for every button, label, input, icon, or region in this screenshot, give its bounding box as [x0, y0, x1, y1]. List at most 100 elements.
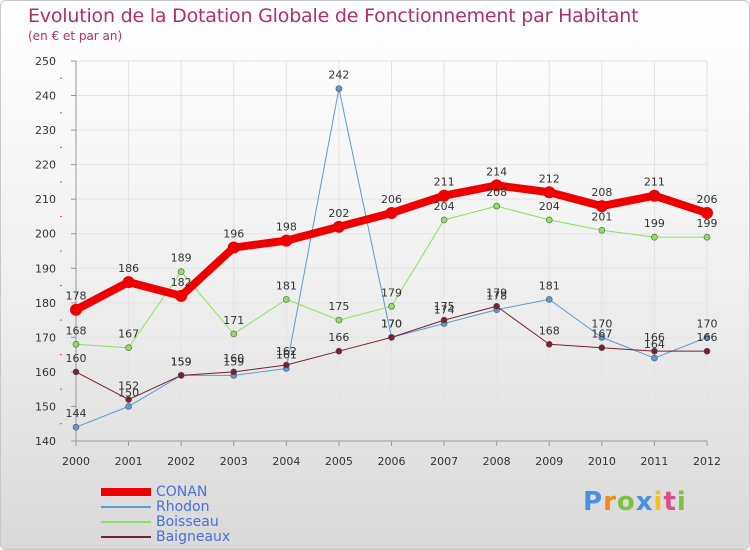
x-tick-label-2004: 2004 [272, 455, 300, 468]
point-baigneaux-2010 [598, 344, 606, 352]
point-boisseau-2001 [125, 344, 132, 352]
point-rhodon-2000 [72, 423, 80, 431]
x-tick-label-2009: 2009 [535, 455, 563, 468]
point-baigneaux-2006 [388, 334, 395, 341]
point-baigneaux-2002 [177, 372, 185, 379]
data-label-conan-2009: 212 [539, 172, 560, 185]
data-label-rhodon-2006: 170 [381, 317, 402, 330]
data-label-baigneaux-2012: 166 [697, 331, 718, 344]
y-tick-label-160: 160 [35, 366, 56, 379]
point-boisseau-2010 [598, 226, 606, 234]
data-label-boisseau-2010: 201 [591, 210, 612, 223]
data-label-baigneaux-2002: 159 [171, 355, 192, 368]
data-label-conan-2003: 196 [223, 228, 244, 241]
brand-letter: r [603, 487, 617, 517]
brand-letter: t [663, 487, 677, 517]
data-label-conan-2010: 208 [591, 186, 612, 199]
point-boisseau-2004 [283, 296, 290, 303]
point-rhodon-2009 [545, 296, 553, 303]
y-tick-label-150: 150 [35, 400, 56, 413]
point-conan-2003 [227, 241, 240, 254]
brand-letter: i [653, 487, 664, 517]
point-boisseau-2008 [493, 202, 500, 210]
data-label-rhodon-2002: 159 [171, 355, 192, 368]
y-tick-label-170: 170 [35, 331, 56, 344]
chart-subtitle: (en € et par an) [28, 29, 123, 43]
data-label-rhodon-2010: 170 [591, 317, 612, 330]
series-lines [70, 85, 713, 431]
point-rhodon-2012 [703, 334, 711, 341]
x-tick-label-2002: 2002 [167, 455, 195, 468]
x-tick-label-2008: 2008 [483, 455, 511, 468]
data-label-conan-2008: 214 [486, 165, 507, 178]
point-boisseau-2003 [230, 330, 238, 338]
brand-letter: x [635, 487, 654, 517]
data-label-conan-2007: 211 [434, 176, 455, 189]
y-tick-label-250: 250 [35, 55, 56, 68]
y-tick-label-180: 180 [35, 297, 56, 310]
data-label-conan-2011: 211 [644, 176, 665, 189]
data-label-boisseau-2009: 204 [539, 200, 560, 213]
legend-swatch-boisseau [101, 521, 151, 523]
data-label-rhodon-2009: 181 [539, 279, 560, 292]
data-label-boisseau-2006: 179 [381, 286, 402, 299]
brand-logo: Proxiti [583, 487, 687, 517]
x-tick-label-2012: 2012 [693, 455, 721, 468]
y-tick-label-220: 220 [35, 159, 56, 172]
data-label-boisseau-2007: 204 [434, 200, 455, 213]
data-label-rhodon-2008: 178 [486, 290, 507, 303]
data-label-rhodon-2012: 170 [697, 317, 718, 330]
point-baigneaux-2011 [651, 347, 658, 355]
data-label-baigneaux-2003: 160 [223, 352, 244, 365]
data-label-baigneaux-2008: 179 [486, 286, 507, 299]
legend-label-baigneaux: Baigneaux [156, 529, 231, 545]
point-conan-2007 [438, 189, 451, 202]
point-conan-2010 [595, 200, 608, 213]
point-conan-2006 [385, 207, 398, 219]
data-label-baigneaux-2004: 162 [276, 345, 297, 358]
data-label-rhodon-2011: 164 [644, 338, 665, 351]
data-label-baigneaux-2000: 160 [66, 352, 87, 365]
data-label-boisseau-2002: 189 [171, 252, 192, 265]
point-boisseau-2000 [72, 340, 80, 348]
y-tick-label-210: 210 [35, 193, 56, 206]
data-label-boisseau-2008: 208 [486, 186, 507, 199]
data-label-baigneaux-2007: 175 [434, 300, 455, 313]
data-label-boisseau-2004: 181 [276, 279, 297, 292]
point-boisseau-2002 [177, 268, 185, 276]
point-conan-2009 [543, 186, 556, 199]
brand-letter: P [583, 487, 604, 517]
point-conan-2001 [122, 276, 135, 289]
point-conan-2005 [332, 220, 345, 233]
legend-swatch-baigneaux [101, 536, 151, 538]
legend-label-rhodon: Rhodon [156, 499, 210, 515]
y-tick-label-190: 190 [35, 262, 56, 275]
data-label-conan-2002: 182 [171, 276, 192, 289]
data-label-boisseau-2000: 168 [66, 324, 87, 337]
point-baigneaux-2009 [545, 340, 553, 348]
x-tick-label-2011: 2011 [640, 455, 668, 468]
point-rhodon-2010 [598, 334, 606, 341]
data-label-baigneaux-2006: 170 [381, 317, 402, 330]
data-label-conan-2006: 206 [381, 193, 402, 206]
x-tick-label-2001: 2001 [115, 455, 143, 468]
data-label-boisseau-2011: 199 [644, 217, 665, 230]
point-boisseau-2011 [651, 233, 658, 241]
data-label-rhodon-2004: 161 [276, 348, 297, 361]
point-conan-2008 [490, 179, 503, 192]
point-baigneaux-2000 [72, 368, 80, 376]
data-label-conan-2001: 186 [118, 262, 139, 275]
point-boisseau-2005 [335, 316, 343, 324]
point-baigneaux-2001 [125, 396, 132, 403]
axes: 140 150 160 170 180 190 200 210 220 230 240 250 2000… [35, 55, 721, 468]
point-baigneaux-2008 [493, 302, 500, 310]
chart-title: Evolution de la Dotation Globale de Fonc… [28, 5, 639, 27]
x-tick-label-2005: 2005 [325, 455, 353, 468]
y-tick-label-200: 200 [35, 228, 56, 241]
data-label-rhodon-2001: 150 [118, 386, 139, 399]
point-baigneaux-2007 [440, 316, 448, 324]
x-tick-label-2007: 2007 [430, 455, 458, 468]
